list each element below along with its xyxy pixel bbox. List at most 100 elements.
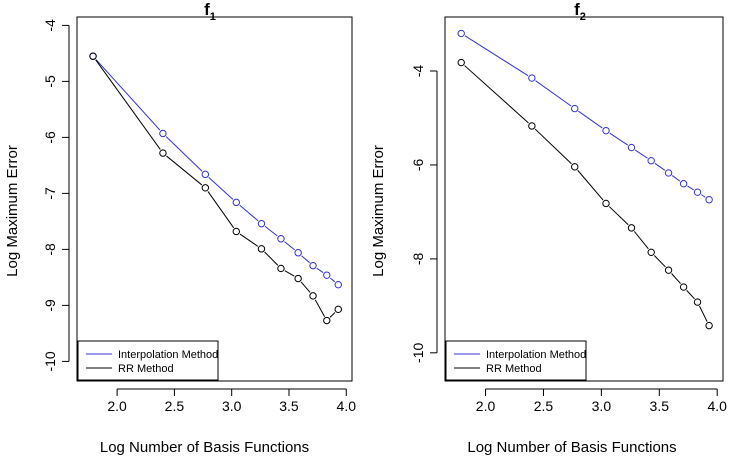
series-line-segment	[687, 185, 694, 191]
series-line-segment	[329, 277, 336, 283]
panel-title-main: f	[574, 0, 580, 19]
data-point	[705, 196, 713, 204]
x-tick-label: 4.0	[707, 398, 727, 414]
series-line-segment	[701, 194, 706, 198]
series-line-segment	[284, 270, 295, 277]
data-point	[334, 305, 342, 314]
series-line-segment	[464, 35, 529, 77]
data-point	[334, 280, 342, 289]
series-line-segment	[207, 191, 235, 229]
series-line-segment	[300, 281, 311, 293]
series-line-segment	[314, 299, 326, 317]
series-line-segment	[634, 149, 648, 159]
data-point	[257, 219, 266, 228]
series-rr-method	[457, 58, 713, 330]
legend: Interpolation Method RR Method	[445, 340, 587, 381]
x-axis-title: Log Number of Basis Functions	[100, 439, 309, 456]
y-tick-label: -4	[410, 65, 426, 78]
legend-label: RR Method	[118, 363, 174, 375]
y-tick-label: -6	[42, 131, 58, 144]
data-point	[571, 163, 579, 171]
data-point	[201, 170, 210, 179]
legend-label: Interpolation Method	[118, 349, 218, 361]
series-line-segment	[671, 273, 681, 285]
panel-1: f1 2.0 2.5 3.0 3.5 4.0 -4 -5 -6 -7 -8 -9 -10 Log Numb…	[4, 0, 356, 456]
x-tick-label: 2.0	[476, 398, 496, 414]
data-point	[664, 266, 673, 274]
y-tick-label: -10	[42, 351, 58, 371]
plot-frame	[76, 16, 353, 382]
x-tick-label: 2.5	[165, 398, 185, 414]
data-point	[705, 321, 713, 330]
data-point	[602, 126, 610, 135]
y-axis-title: Log Maximum Error	[370, 145, 387, 277]
series-line-segment	[654, 162, 666, 171]
series-line-segment	[699, 305, 708, 322]
series-line-segment	[577, 169, 604, 201]
series-line-segment	[316, 267, 324, 274]
series-line-segment	[239, 204, 259, 222]
y-axis-title: Log Maximum Error	[4, 145, 21, 277]
data-point	[232, 198, 240, 207]
series-rr-method	[89, 52, 342, 325]
data-point	[89, 52, 97, 60]
x-tick-label: 3.0	[592, 398, 612, 414]
x-tick-label: 2.0	[107, 398, 127, 414]
data-point	[201, 184, 210, 192]
data-point	[277, 235, 285, 243]
data-point	[277, 264, 285, 273]
series-line-segment	[608, 206, 629, 226]
panel-title: f1	[204, 0, 216, 23]
y-tick-label: -5	[42, 75, 58, 88]
x-axis-title: Log Number of Basis Functions	[467, 439, 676, 456]
series-line-segment	[301, 255, 310, 264]
panel-title: f2	[574, 0, 586, 23]
series-interpolation-method	[89, 52, 342, 289]
data-point	[647, 248, 655, 257]
data-point	[294, 274, 302, 283]
data-point	[627, 143, 636, 152]
data-point	[528, 122, 536, 130]
series-line-segment	[95, 59, 161, 131]
series-line-segment	[239, 233, 259, 247]
series-line-segment	[464, 65, 529, 124]
data-point	[679, 180, 688, 188]
y-tick-label: -4	[42, 19, 58, 32]
y-tick-label: -8	[42, 243, 58, 256]
series-line-segment	[264, 226, 278, 237]
data-point	[602, 199, 610, 208]
series-line-segment	[284, 241, 295, 251]
legend-label: RR Method	[486, 363, 542, 375]
data-point	[159, 149, 167, 157]
x-tick-label: 3.0	[222, 398, 242, 414]
data-point	[232, 227, 240, 236]
series-line-segment	[671, 175, 681, 182]
data-point	[457, 29, 465, 38]
series-line-segment	[534, 128, 572, 165]
data-point	[159, 129, 167, 138]
x-tick-label: 3.5	[650, 398, 670, 414]
series-interpolation-method	[457, 29, 713, 204]
data-point	[693, 188, 702, 196]
data-point	[309, 292, 317, 300]
series-line-segment	[686, 290, 695, 300]
data-point	[627, 224, 636, 232]
series-line-segment	[653, 255, 666, 268]
plot-frame	[444, 16, 724, 382]
x-tick-label: 2.5	[534, 398, 554, 414]
y-tick-label: -10	[410, 342, 426, 362]
legend-box	[445, 340, 587, 381]
series-line-segment	[166, 155, 203, 186]
series-line-segment	[95, 59, 161, 150]
legend: Interpolation Method RR Method	[77, 340, 219, 381]
y-tick-label: -7	[42, 187, 58, 200]
panel-2: f2 2.0 2.5 3.0 3.5 4.0 -4 -6 -8 -10 Log Number of …	[370, 0, 727, 456]
data-point	[457, 58, 465, 67]
panel-title-subscript: 1	[210, 11, 216, 23]
series-line-segment	[535, 80, 572, 107]
data-point	[323, 316, 331, 325]
y-tick-label: -6	[410, 159, 426, 172]
data-point	[571, 104, 579, 113]
